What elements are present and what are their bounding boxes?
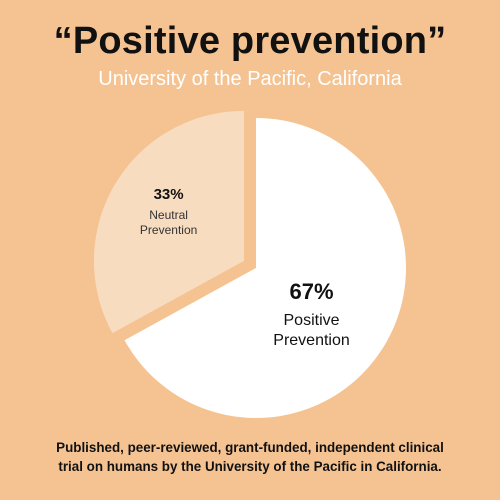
chart-subtitle: University of the Pacific, California xyxy=(98,68,402,90)
footer-note: Published, peer-reviewed, grant-funded, … xyxy=(0,439,500,477)
pie-slice-neutral-prevention xyxy=(93,110,244,334)
footer-line-1: Published, peer-reviewed, grant-funded, … xyxy=(56,440,444,455)
slice-name-label: Prevention xyxy=(140,223,197,237)
slice-name-label: Neutral xyxy=(149,208,188,222)
chart-title: “Positive prevention” xyxy=(53,20,447,62)
footer-line-2: trial on humans by the University of the… xyxy=(58,458,442,474)
slice-name-label: Prevention xyxy=(273,332,350,349)
pie-slice-positive-prevention xyxy=(124,118,407,418)
slice-name-label: Positive xyxy=(284,312,340,329)
slice-percent-label: 67% xyxy=(289,279,333,304)
slice-percent-label: 33% xyxy=(154,186,184,203)
